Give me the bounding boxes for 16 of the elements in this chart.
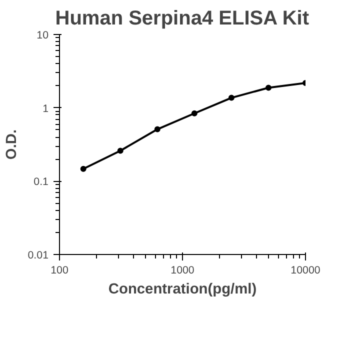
point (80, 166, 86, 172)
x-tick-label: 100 (50, 264, 68, 276)
x-tick-label: 1000 (170, 264, 194, 276)
y-axis-title: O.D. (4, 129, 20, 160)
point (191, 110, 198, 116)
point (228, 94, 234, 101)
y-tick-label: 10 (36, 30, 49, 42)
point (154, 126, 160, 132)
chart-title: Human Serpina4 ELISA Kit (55, 8, 310, 30)
point (117, 148, 124, 154)
x-axis-title: Concentration(pg/ml) (108, 282, 257, 298)
x-tick-label: 10000 (290, 264, 320, 276)
y-tick-label: 0.1 (34, 176, 49, 188)
y-tick-label: 0.01 (28, 250, 49, 262)
y-tick-label: 1 (42, 102, 49, 115)
point (265, 84, 272, 91)
